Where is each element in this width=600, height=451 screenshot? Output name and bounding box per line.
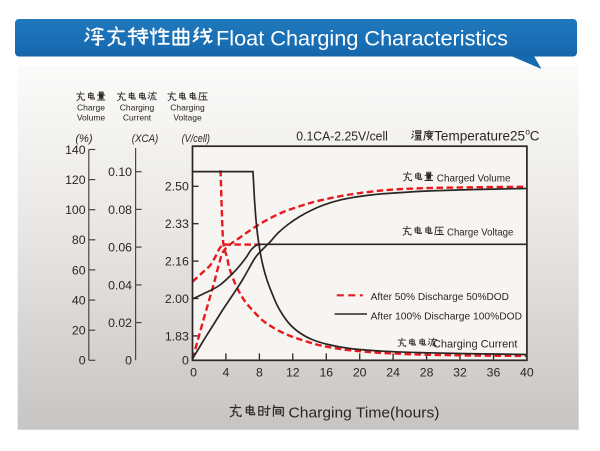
svg-text:0.10: 0.10 (108, 165, 132, 179)
svg-text:0.02: 0.02 (108, 316, 132, 330)
svg-text:40: 40 (72, 293, 86, 307)
svg-text:140: 140 (65, 143, 86, 157)
svg-text:0: 0 (79, 354, 86, 368)
svg-text:36: 36 (487, 365, 501, 379)
svg-text:(XCA): (XCA) (132, 133, 159, 145)
svg-text:0.1CA-2.25V/cell: 0.1CA-2.25V/cell (296, 129, 388, 144)
svg-text:Charging Current: Charging Current (433, 338, 518, 350)
svg-text:0: 0 (125, 354, 132, 368)
svg-text:Charging: Charging (170, 102, 205, 112)
svg-text:Volume: Volume (77, 113, 106, 123)
svg-text:0.04: 0.04 (108, 278, 132, 292)
svg-text:0: 0 (190, 365, 197, 379)
svg-text:C: C (530, 129, 540, 144)
svg-text:60: 60 (72, 263, 86, 277)
svg-text:2.00: 2.00 (165, 292, 189, 306)
svg-text:80: 80 (72, 233, 86, 247)
svg-text:2.16: 2.16 (165, 255, 189, 269)
svg-text:2.50: 2.50 (165, 180, 189, 194)
svg-text:Charging Time(hours): Charging Time(hours) (289, 405, 440, 421)
svg-text:16: 16 (319, 365, 333, 379)
svg-text:12: 12 (286, 365, 300, 379)
svg-text:Charging: Charging (120, 102, 155, 112)
svg-text:o: o (525, 127, 530, 137)
svg-text:28: 28 (420, 365, 434, 379)
svg-text:4: 4 (222, 365, 229, 379)
svg-text:2.33: 2.33 (165, 217, 189, 231)
svg-text:120: 120 (65, 173, 86, 187)
svg-text:20: 20 (72, 324, 86, 338)
svg-text:8: 8 (256, 365, 263, 379)
svg-text:After 100% Discharge 100%DOD: After 100% Discharge 100%DOD (371, 310, 523, 322)
svg-text:32: 32 (453, 365, 467, 379)
svg-text:(V/cell): (V/cell) (182, 133, 211, 145)
svg-text:Float Charging Characteristics: Float Charging Characteristics (216, 27, 508, 50)
svg-text:Charge: Charge (77, 102, 105, 112)
svg-text:Current: Current (123, 113, 152, 123)
svg-text:0.08: 0.08 (108, 203, 132, 217)
svg-text:40: 40 (520, 365, 534, 379)
svg-text:Temperature25: Temperature25 (434, 129, 525, 144)
svg-text:1.83: 1.83 (165, 329, 189, 343)
svg-text:Charge Voltage: Charge Voltage (447, 228, 513, 239)
svg-text:Charged Volume: Charged Volume (437, 173, 511, 184)
svg-text:24: 24 (386, 365, 400, 379)
svg-text:0.06: 0.06 (108, 241, 132, 255)
svg-text:(%): (%) (75, 133, 93, 145)
svg-text:100: 100 (65, 203, 86, 217)
svg-text:After 50% Discharge 50%DOD: After 50% Discharge 50%DOD (371, 291, 510, 303)
svg-text:20: 20 (353, 365, 367, 379)
svg-text:0: 0 (182, 354, 189, 368)
svg-text:Voltage: Voltage (173, 113, 202, 123)
